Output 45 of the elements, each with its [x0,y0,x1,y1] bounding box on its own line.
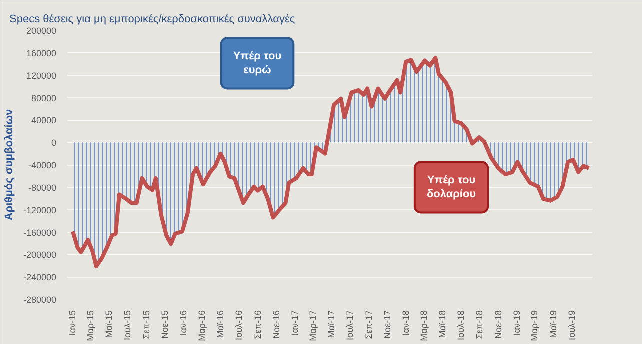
x-tick-label: Μαρ-15 [86,310,96,342]
y-axis-title: Αριθμός συμβολαίων [3,109,16,221]
x-tick-label: Ιαν-16 [178,310,189,336]
y-tick-label: 80000 [31,93,57,104]
y-tick-label: -280000 [23,295,56,305]
y-tick-label: 160000 [26,48,57,58]
x-tick-label: Νοε-17 [382,310,392,340]
y-tick-label: 200000 [26,26,57,36]
y-tick-label: -120000 [23,205,56,216]
x-tick-label: Ιουλ-15 [122,310,133,340]
annotation: Υπέρ του δολαρίου [426,174,476,201]
chart-title: Specs θέσεις για μη εμπορικές/κερδοσκοπικές συναλλαγές [10,14,296,26]
x-tick-label: Ιουλ-16 [234,310,244,340]
y-tick-label: 0 [51,138,57,148]
x-tick-label: Μαϊ-16 [215,310,226,338]
y-tick-label: -200000 [23,250,56,260]
y-tick-label: -160000 [23,228,56,238]
x-tick-label: Μαϊ-19 [548,310,558,338]
x-tick-label: Μαρ-19 [530,310,540,342]
y-tick-label: -80000 [28,182,57,193]
x-tick-label: Ιαν-19 [512,310,522,336]
x-tick-label: Ιουλ-17 [344,310,355,340]
y-tick-label: 40000 [31,116,57,126]
x-tick-label: Μαρ-18 [418,310,429,342]
x-tick-label: Μαϊ-18 [437,310,448,338]
x-tick-label: Μαϊ-15 [104,310,114,338]
x-tick-label: Νοε-18 [493,310,504,340]
x-tick-label: Σεπ-16 [252,310,263,340]
x-tick-label: Ιουλ-19 [566,310,577,340]
x-tick-label: Μαϊ-17 [326,310,336,338]
x-tick-label: Νοε-16 [271,310,282,340]
y-tick-label: -240000 [23,272,56,283]
x-tick-label: Μαρ-16 [196,310,207,342]
x-tick-label: Ιαν-18 [400,310,411,336]
y-tick-label: -40000 [28,160,57,170]
y-tick-label: 120000 [26,70,57,81]
x-tick-label: Σεπ-15 [142,310,152,340]
x-tick-label: Σεπ-18 [474,310,485,340]
annotation: Υπέρ του ευρώ [233,50,282,77]
x-tick-label: Σεπ-17 [364,310,374,340]
x-tick-label: Ιαν-15 [68,310,78,336]
x-tick-label: Μαρ-17 [308,310,318,342]
x-tick-label: Ιουλ-18 [456,310,466,340]
x-tick-label: Νοε-15 [160,310,170,340]
x-tick-label: Ιαν-17 [290,310,300,336]
